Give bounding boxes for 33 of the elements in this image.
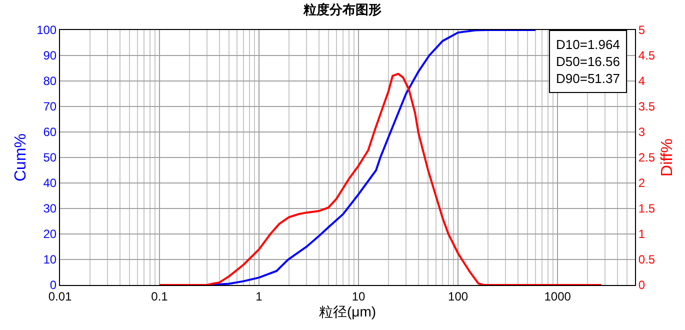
y-tick-label: 40 [43, 176, 57, 190]
y-tick-label: 60 [43, 125, 57, 140]
y2-tick-label: 3.5 [638, 100, 656, 114]
x-tick-label: 10 [352, 289, 366, 304]
y-tick-label: 50 [43, 150, 57, 165]
y2-tick-label: 5 [638, 23, 646, 38]
y-tick-label: 90 [43, 48, 57, 63]
x-tick-label: 1 [256, 289, 263, 304]
annotation: D10=1.964 [556, 37, 620, 52]
y2-tick-label: 0.5 [638, 252, 656, 267]
y2-tick-label: 1.5 [638, 202, 656, 216]
y2-tick-label: 3 [638, 125, 646, 140]
x-tick-label: 100 [448, 289, 468, 304]
y-tick-label: 10 [43, 252, 57, 267]
annotation: D90=51.37 [556, 70, 620, 86]
annotation: D50=16.56 [556, 54, 620, 69]
y2-tick-label: 4 [638, 74, 646, 88]
chart-title: 粒度分布图形 [302, 2, 382, 18]
x-tick-label: 1000 [544, 289, 572, 304]
y2-tick-label: 0 [638, 278, 646, 292]
y2-tick-label: 2.5 [638, 150, 656, 165]
y-tick-label: 100 [36, 23, 57, 38]
y2-tick-label: 2 [638, 176, 646, 190]
y-tick-label: 80 [43, 74, 57, 88]
y-tick-label: 20 [43, 227, 57, 242]
y-axis-title: Cum% [12, 133, 30, 182]
y2-tick-label: 1 [638, 227, 646, 242]
x-tick-label: 0.1 [151, 289, 168, 304]
y-tick-label: 70 [43, 100, 57, 114]
y2-axis-title: Diff% [659, 138, 676, 176]
y2-tick-label: 4.5 [638, 48, 656, 63]
y-tick-label: 30 [43, 202, 57, 216]
x-axis-title: 粒径(μm) [318, 304, 376, 320]
